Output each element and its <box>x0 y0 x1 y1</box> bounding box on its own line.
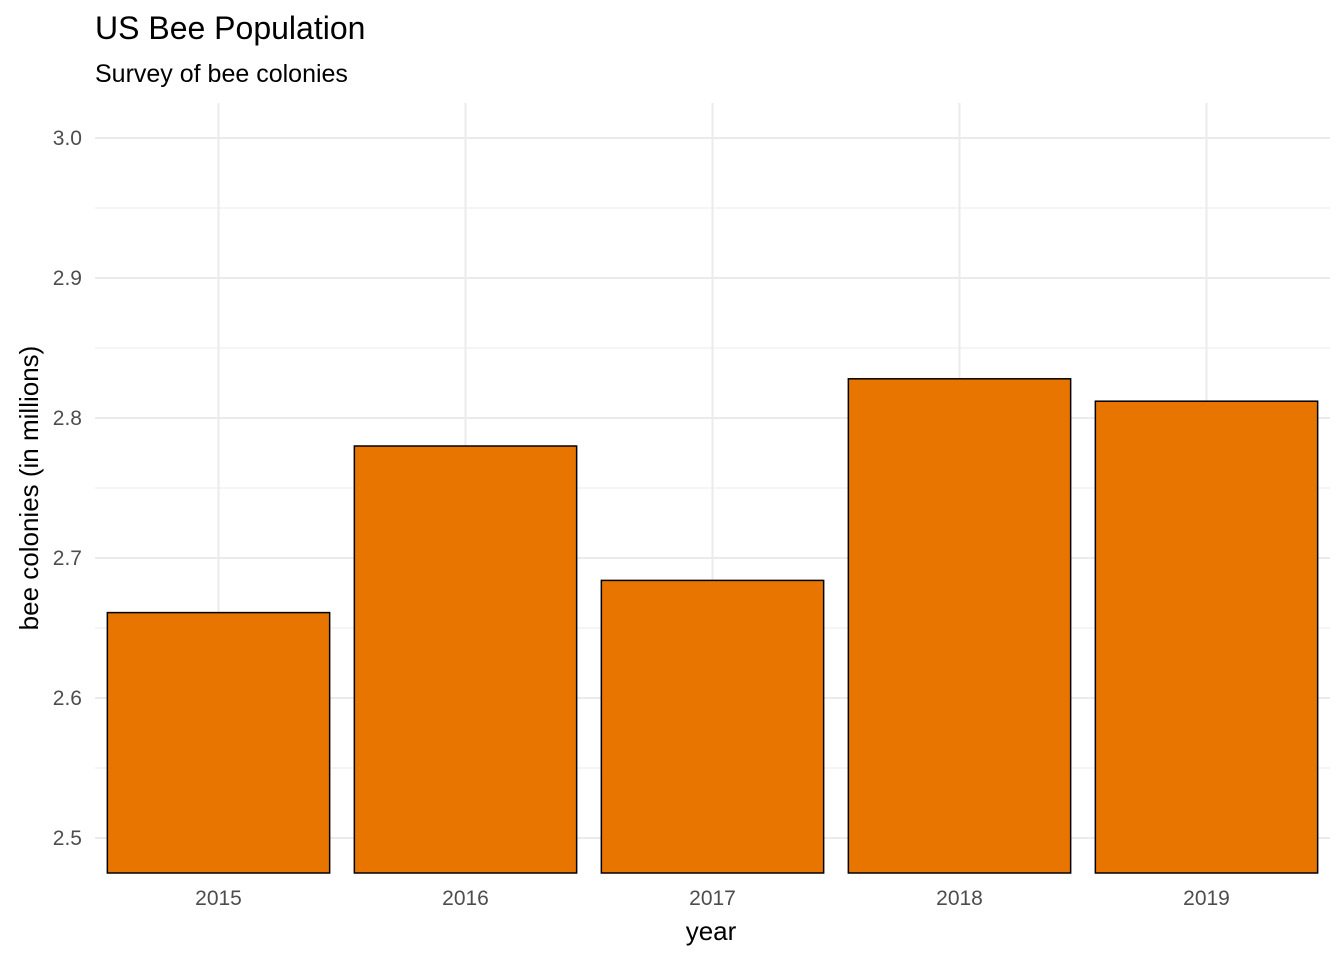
x-axis-ticks: 2015 2016 2017 2018 2019 <box>195 887 1230 910</box>
y-tick-label: 3.0 <box>53 127 82 150</box>
x-tick-label: 2019 <box>1183 887 1230 910</box>
y-tick-label: 2.6 <box>53 687 82 710</box>
y-tick-label: 2.7 <box>53 547 82 570</box>
x-tick-label: 2017 <box>689 887 736 910</box>
bars <box>106 378 1319 874</box>
y-tick-label: 2.8 <box>53 407 82 430</box>
chart-subtitle: Survey of bee colonies <box>95 60 348 88</box>
x-tick-label: 2018 <box>936 887 983 910</box>
y-tick-label: 2.5 <box>53 827 82 850</box>
x-tick-label: 2015 <box>195 887 242 910</box>
bar-2016 <box>353 445 578 874</box>
bar-2017 <box>600 579 825 874</box>
bar-2019 <box>1094 400 1319 874</box>
x-axis-title: year <box>686 916 737 946</box>
bar-2015 <box>106 611 331 874</box>
y-axis-ticks: 2.5 2.6 2.7 2.8 2.9 3.0 <box>53 127 82 850</box>
x-tick-label: 2016 <box>442 887 489 910</box>
chart-title: US Bee Population <box>95 10 366 46</box>
y-tick-label: 2.9 <box>53 267 82 290</box>
y-axis-title: bee colonies (in millions) <box>14 346 44 631</box>
bar-2018 <box>847 378 1072 874</box>
